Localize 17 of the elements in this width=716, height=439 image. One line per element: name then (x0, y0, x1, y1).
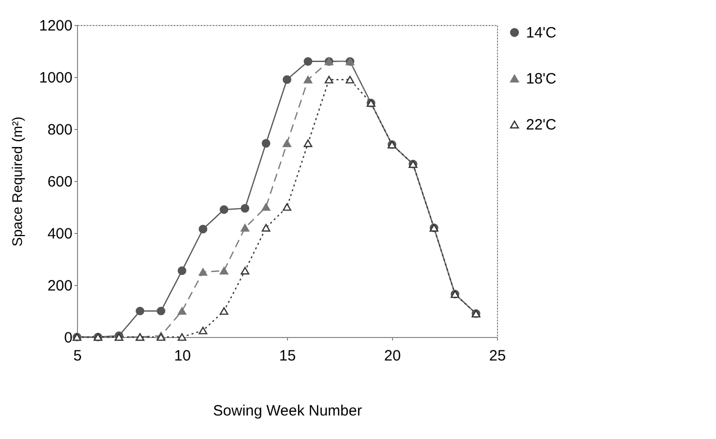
legend-label: 14'C (526, 24, 557, 42)
y-tick-label: 400 (47, 226, 72, 242)
x-tick-label: 20 (384, 348, 401, 364)
x-tick-label: 25 (489, 348, 506, 364)
x-axis-title: Sowing Week Number (213, 402, 362, 420)
y-axis-title: Space Required (m²) (9, 116, 26, 246)
x-tick-label: 5 (73, 348, 82, 364)
y-tick-label: 1000 (39, 70, 72, 86)
legend-label: 18'C (526, 70, 557, 88)
y-tick-label: 1200 (39, 18, 72, 34)
y-tick-label: 800 (47, 122, 72, 138)
y-tick-label: 200 (47, 278, 72, 294)
x-tick-label: 10 (174, 348, 191, 364)
x-tick-label: 15 (279, 348, 296, 364)
legend-label: 22'C (526, 116, 557, 134)
y-tick-label: 600 (47, 174, 72, 190)
y-tick-label: 0 (64, 330, 72, 346)
